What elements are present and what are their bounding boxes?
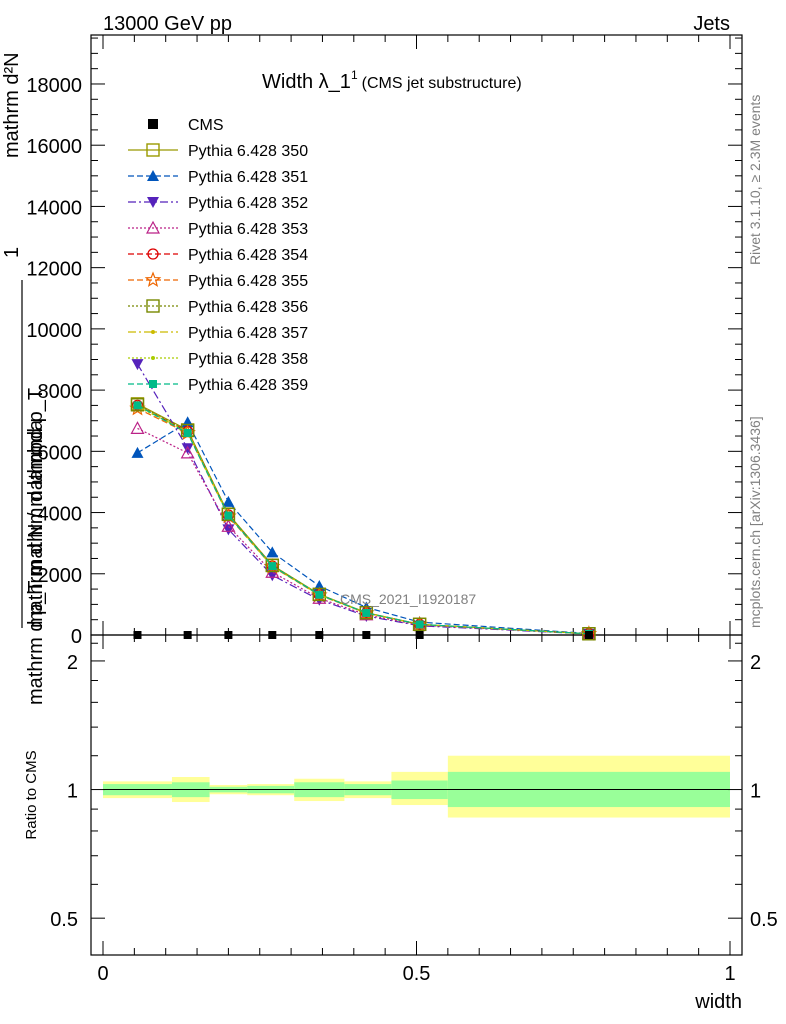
- cms-data-point: [315, 631, 324, 639]
- header-right: Jets: [693, 13, 730, 35]
- main-y-tick-label: 14000: [26, 197, 82, 219]
- main-y-tick-label: 18000: [26, 75, 82, 97]
- ratio-y-tick-label: 0.5: [50, 909, 78, 931]
- y-axis-label-ratio: Ratio to CMS: [23, 750, 40, 839]
- ylabel-lhs-den: mathrm d N / mathrmd p_T: [25, 388, 47, 628]
- ratio-y-tick-label: 1: [67, 781, 78, 803]
- main-y-tick-label: 12000: [26, 259, 82, 281]
- cms-data-point: [362, 631, 371, 639]
- series-point: [130, 421, 145, 434]
- series-point: [130, 398, 145, 412]
- main-y-tick-label: 8000: [38, 381, 83, 403]
- ratio-y-tick-label-right: 2: [750, 652, 761, 674]
- legend-label: Pythia 6.428 353: [188, 221, 308, 238]
- series-point: [131, 359, 144, 371]
- legend-label-cms: CMS: [188, 117, 224, 134]
- series-point: [362, 608, 371, 617]
- legend-marker-cms: [148, 119, 158, 129]
- main-y-tick-label: 10000: [26, 320, 82, 342]
- legend-label: Pythia 6.428 350: [188, 143, 308, 160]
- legend-marker: [146, 299, 160, 313]
- cms-data-point: [268, 631, 277, 639]
- series-point: [221, 519, 236, 532]
- legend-label: Pythia 6.428 351: [188, 169, 308, 186]
- x-tick-label: 0: [97, 963, 108, 985]
- header-left: 13000 GeV pp: [103, 13, 232, 35]
- series-point: [131, 446, 144, 458]
- ratio-bands: [103, 755, 730, 818]
- series-point: [415, 620, 424, 629]
- series-point: [133, 401, 142, 410]
- legend-marker: [144, 271, 162, 288]
- ylabel-numerator: mathrm d²N: [1, 52, 23, 158]
- cms-data-point: [224, 631, 233, 639]
- legend-label: Pythia 6.428 359: [188, 377, 308, 394]
- ylabel-lhs-num: 1: [1, 247, 23, 258]
- ylabel-denominator: mathrm d p_T mathrm d lambda: [25, 419, 47, 705]
- series-line: [136, 363, 589, 635]
- series-layer: [129, 359, 598, 641]
- side-label-mcplots: mcplots.cern.ch [arXiv:1306.3436]: [747, 416, 763, 628]
- legend-label: Pythia 6.428 357: [188, 325, 308, 342]
- series-point: [359, 606, 374, 620]
- cms-data-point: [133, 631, 142, 639]
- cms-data-point: [584, 631, 593, 639]
- analysis-watermark: CMS_2021_I1920187: [340, 591, 476, 607]
- x-axis-label: width: [694, 991, 742, 1013]
- series-point: [268, 562, 277, 571]
- legend: CMS Pythia 6.428 350 Pythia 6.428 351 Pythi…: [128, 117, 308, 394]
- series-point: [266, 546, 279, 558]
- x-tick-label: 0.5: [403, 963, 431, 985]
- y-axis-label-main: 1 mathrm d N / mathrmd p_T mathrm d²N ma…: [1, 52, 47, 705]
- plot-title: Width λ_11 (CMS jet substructure): [262, 68, 522, 93]
- legend-label: Pythia 6.428 358: [188, 351, 308, 368]
- cms-data-point: [415, 631, 424, 639]
- series-line: [137, 427, 589, 635]
- series-point: [222, 495, 235, 507]
- legend-marker: [147, 170, 159, 181]
- main-y-tick-label: 16000: [26, 136, 82, 158]
- legend-marker: [147, 248, 159, 260]
- series-point: [180, 445, 195, 459]
- ratio-y-tick-label: 2: [67, 652, 78, 674]
- cms-data-point: [183, 631, 192, 639]
- legend-marker: [149, 380, 157, 388]
- legend-marker: [147, 197, 159, 208]
- main-axes: 0 2000 4000 6000 8000 10000 12000 14000 16000 180…: [26, 37, 742, 648]
- main-y-tick-label: 0: [71, 626, 82, 648]
- series-point: [181, 443, 194, 455]
- legend-label: Pythia 6.428 352: [188, 195, 308, 212]
- series-point: [266, 570, 279, 582]
- x-tick-label: 1: [724, 963, 735, 985]
- series-point: [129, 399, 146, 416]
- series-line: [137, 421, 589, 635]
- legend-label: Pythia 6.428 356: [188, 299, 308, 316]
- series-point: [222, 524, 235, 536]
- ratio-y-tick-label-right: 1: [750, 781, 761, 803]
- legend-label: Pythia 6.428 355: [188, 273, 308, 290]
- series-point: [315, 590, 324, 599]
- legend-marker: [145, 220, 161, 234]
- main-y-tick-label: 4000: [38, 504, 83, 526]
- series-point: [221, 507, 236, 522]
- legend-marker: [146, 143, 160, 157]
- legend-label: Pythia 6.428 354: [188, 247, 308, 264]
- series-point: [265, 558, 279, 573]
- series-point: [183, 428, 192, 437]
- ratio-y-tick-label-right: 0.5: [750, 909, 778, 931]
- main-y-tick-label: 2000: [38, 565, 83, 587]
- side-label-rivet: Rivet 3.1.10, ≥ 2.3M events: [747, 95, 763, 265]
- legend-marker: [151, 330, 155, 334]
- series-point: [224, 511, 233, 520]
- series-line: [137, 404, 589, 635]
- ratio-axes: 0.5 0.5 1 1 2 2 0 0.5 1: [50, 35, 778, 985]
- legend-marker: [151, 356, 155, 360]
- series-point: [312, 587, 327, 602]
- main-y-tick-label: 6000: [38, 442, 83, 464]
